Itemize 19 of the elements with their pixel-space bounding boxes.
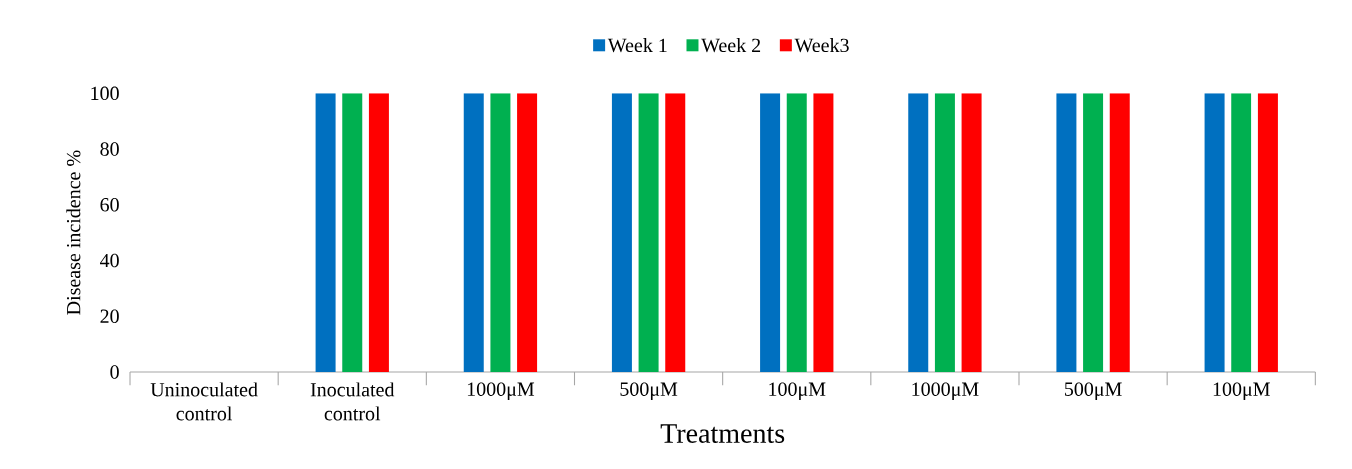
x-tick-label: 100μM [1213,382,1270,400]
y-tick-label: 60 [100,198,119,212]
y-axis-title: Disease incidence % [66,150,81,315]
y-tick-label: 0 [110,365,119,379]
x-tick-label: Uninoculated control [150,382,258,421]
x-tick-label: 1000μM [912,382,979,400]
x-tick-label: 100μM [769,382,826,400]
x-tick-label: 500μM [620,382,678,400]
x-tick-label: 1000μM [467,382,535,400]
legend-label: Week 1 [607,38,667,53]
y-tick-label: 40 [100,253,119,268]
legend-label: Week3 [794,38,849,53]
y-tick-label: 20 [100,309,119,324]
x-axis-title: Treatments [660,424,785,443]
legend-label: Week 2 [701,38,761,53]
y-tick-label: 100 [91,86,119,101]
y-tick-label: 80 [100,142,119,156]
x-tick-label: Inoculated control [310,382,395,421]
x-tick-label: 500μM [1065,382,1122,400]
